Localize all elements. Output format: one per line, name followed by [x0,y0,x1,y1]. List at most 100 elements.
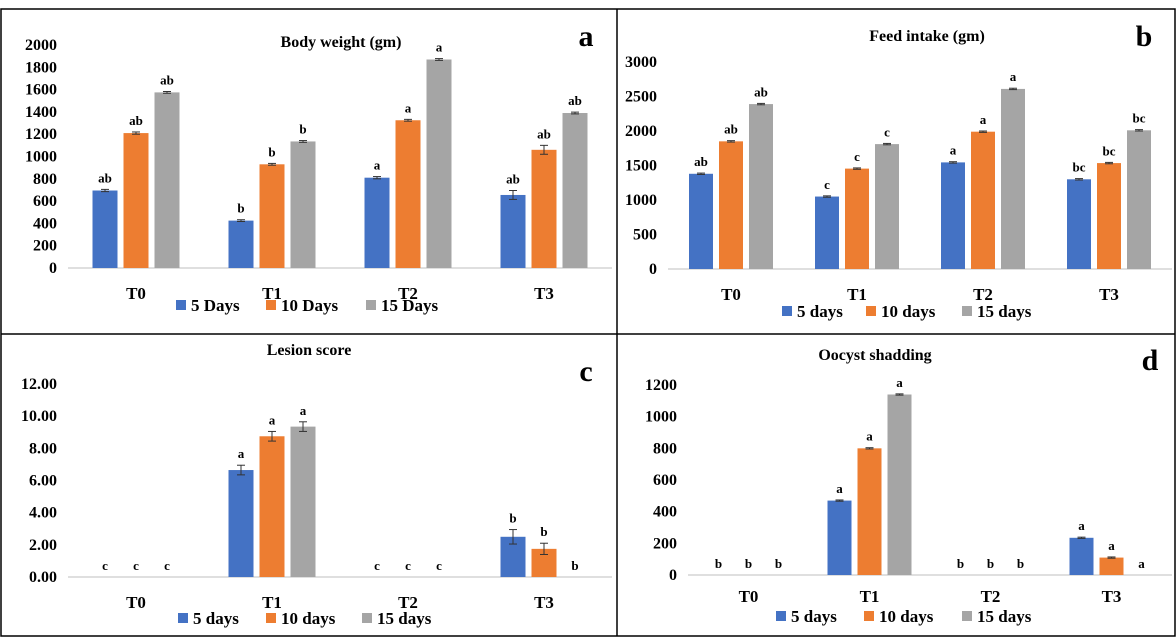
legend: 5 days 10 days 15 days [178,609,432,628]
bar [749,104,773,269]
data-label: c [884,124,890,139]
category-label: T1 [262,284,282,303]
y-tick-label: 12.00 [21,376,57,393]
y-tick-label: 600 [653,472,677,489]
legend-label: 5 days [193,609,239,628]
data-label: a [1108,538,1115,553]
y-tick-label: 2500 [625,89,657,106]
bar [290,426,316,577]
category-label: T3 [534,593,554,612]
data-label: a [1138,556,1145,571]
data-label: c [405,558,411,573]
y-tick-label: 1800 [25,59,57,76]
legend-label: 15 days [977,607,1032,626]
panel-letter: a [579,20,594,53]
y-tick-label: 600 [33,193,57,210]
legend-swatch [266,613,276,623]
y-tick-label: 8.00 [29,440,57,457]
panel-d-oocyst-shadding: Oocyst shadding d 120010008006004002000 … [645,344,1172,626]
bar [426,59,452,269]
bar [531,149,557,268]
data-label: ab [506,172,520,187]
category-label: T1 [860,587,880,606]
chart-title: Lesion score [267,342,352,359]
y-tick-label: 0 [669,567,677,584]
data-label: bc [1073,160,1086,175]
category-label: T2 [398,284,418,303]
y-tick-label: 1600 [25,82,57,99]
bar [1099,557,1124,575]
category-label: T2 [973,285,993,304]
data-label: ab [754,84,768,99]
y-tick-label: 0 [49,260,57,277]
category-label: T3 [534,284,554,303]
legend-swatch [962,611,972,621]
y-tick-label: 500 [633,227,657,244]
data-label: c [436,558,442,573]
y-tick-label: 10.00 [21,408,57,425]
legend-swatch [266,300,276,310]
legend-label: 15 days [377,609,432,628]
legend-swatch [962,306,972,316]
data-label: ab [724,122,738,137]
bar [719,141,743,269]
data-label: c [854,149,860,164]
y-tick-label: 1000 [645,409,677,426]
legend-swatch [362,613,372,623]
y-tick-label: 1500 [625,158,657,175]
y-tick-label: 2.00 [29,537,57,554]
y-tick-label: 1400 [25,104,57,121]
legend-swatch [864,611,874,621]
bar [259,436,285,577]
data-label: b [540,524,547,539]
data-label: b [571,558,578,573]
category-label: T2 [981,587,1001,606]
bar [1097,163,1121,269]
legend-label: 10 days [879,607,934,626]
data-label: a [405,100,412,115]
category-label: T0 [721,285,741,304]
legend-label: 5 Days [191,296,240,315]
data-label: b [299,122,306,137]
data-label: b [745,556,752,571]
data-label: c [374,558,380,573]
y-tick-label: 1000 [25,149,57,166]
data-label: b [957,556,964,571]
data-label: c [824,177,830,192]
bar [689,173,713,269]
legend-swatch [776,611,786,621]
panel-letter: c [579,355,592,388]
legend-swatch [178,613,188,623]
legend-swatch [176,300,186,310]
plot-area: T0 ab ab ab T1 c c c T2 a a a T3 bc bc bc [668,69,1172,304]
bar [123,133,149,268]
data-label: a [1078,518,1085,533]
plot-area: T0 c c c T1 a a a T2 c c c T3 b b b [68,403,612,612]
legend-swatch [366,300,376,310]
bar [941,162,965,269]
bar [154,92,180,268]
figure-border [0,8,1176,637]
y-tick-label: 2000 [625,123,657,140]
data-label: ab [160,72,174,87]
y-tick-label: 3000 [625,54,657,71]
data-label: a [1010,69,1017,84]
legend: 5 days 10 days 15 days [782,302,1032,321]
y-axis-tick-labels: 1200 1000 800 600 400 200 0 [645,377,677,584]
y-tick-label: 2000 [25,37,57,54]
legend-label: 10 days [881,302,936,321]
data-label: a [866,429,873,444]
panel-letter: b [1136,20,1153,53]
y-tick-label: 400 [653,504,677,521]
bar [887,394,912,575]
data-label: a [300,403,307,418]
bar [815,196,839,269]
y-tick-label: 200 [653,535,677,552]
data-label: ab [98,170,112,185]
category-label: T1 [847,285,867,304]
legend-label: 10 days [281,609,336,628]
legend-swatch [866,306,876,316]
